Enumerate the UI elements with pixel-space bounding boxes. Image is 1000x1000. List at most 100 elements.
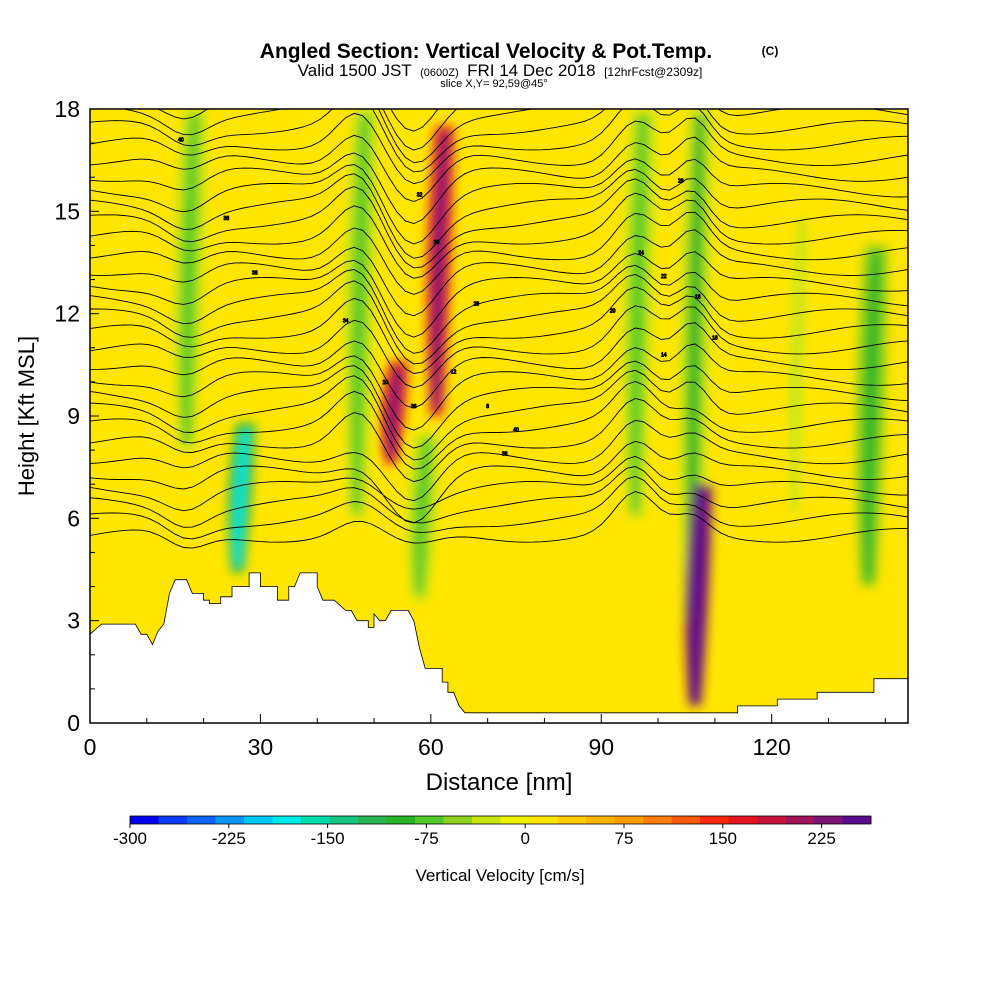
theta-contour (120, 109, 908, 164)
theta-contour-label: 32 (417, 192, 423, 198)
colorbar-swatch (700, 816, 729, 824)
vv-core-7 (686, 115, 706, 615)
vv-core-3 (431, 132, 449, 411)
x-axis: 0 30 60 90 120 (84, 714, 886, 760)
x-tick-label: 120 (752, 734, 790, 760)
theta-contour-label: 14 (661, 353, 667, 359)
colorbar-swatch (472, 816, 501, 824)
y-tick-label: 6 (67, 505, 80, 531)
theta-contour (90, 456, 908, 512)
colorbar-swatch (158, 816, 188, 824)
theta-contour-label: 20 (610, 308, 616, 314)
theta-contour-label: 22 (661, 274, 667, 280)
x-tick-label: 90 (588, 734, 614, 760)
terrain-mask (90, 572, 908, 723)
vv-core-10 (788, 217, 808, 513)
theta-contour (90, 343, 908, 431)
vv-core-8 (690, 490, 707, 700)
theta-contour (90, 109, 908, 185)
theta-contour-label: 36 (252, 271, 258, 277)
theta-contour (90, 398, 908, 483)
vertical-velocity-field (173, 109, 889, 706)
colorbar-frame (129, 815, 872, 825)
theta-contour (90, 274, 908, 365)
x-tick-label: 30 (248, 734, 274, 760)
theta-contour-label: 26 (678, 179, 684, 185)
y-axis: 0 3 6 9 12 15 18 (54, 96, 99, 736)
theta-contour (90, 322, 908, 409)
colorbar-swatch (130, 816, 159, 824)
theta-contour (90, 491, 908, 549)
theta-contour (90, 369, 908, 461)
colorbar-swatch (814, 816, 843, 824)
colorbar-tick-label: 75 (615, 829, 634, 848)
theta-contour (90, 360, 908, 449)
theta-contour-label: 10 (383, 380, 389, 386)
colorbar: -300 -225 -150 -75 0 75 150 225 (113, 815, 872, 848)
theta-contours: 40 38 36 34 32 30 28 26 24 22 20 18 16 14 12 10 8 40 38 36 (90, 109, 908, 549)
theta-contour (90, 136, 908, 224)
colorbar-swatch (728, 816, 758, 824)
theta-contour-label: 38 (224, 216, 230, 222)
theta-contour-label: 8 (486, 404, 489, 410)
theta-contour (90, 286, 908, 374)
theta-contour (90, 419, 908, 502)
colorbar-tick-label: 225 (807, 829, 835, 848)
colorbar-swatch (443, 816, 473, 824)
colorbar-swatch (244, 816, 273, 824)
colorbar-swatch (614, 816, 644, 824)
vv-core-5 (413, 439, 433, 595)
colorbar-tick-label: 150 (709, 829, 737, 848)
chart-title-suffix: (C) (762, 44, 779, 58)
colorbar-swatch (358, 816, 387, 824)
colorbar-swatch (415, 816, 444, 824)
theta-contour (90, 475, 908, 540)
colorbar-swatch (757, 816, 786, 824)
colorbar-tick-label: -75 (414, 829, 439, 848)
colorbar-swatch (557, 816, 587, 824)
theta-contour (90, 440, 908, 524)
theta-contour (90, 229, 908, 317)
theta-contour-label: 28 (473, 301, 479, 307)
theta-contour-label: 30 (434, 240, 440, 246)
colorbar-swatch (215, 816, 245, 824)
x-axis-label: Distance [nm] (426, 769, 573, 796)
y-tick-label: 3 (67, 608, 80, 634)
theta-contour (90, 251, 908, 338)
x-tick-label: 0 (84, 734, 97, 760)
theta-contour-label: 40 (178, 138, 184, 144)
theta-contour (90, 305, 908, 389)
theta-contour (90, 158, 908, 245)
y-tick-label: 18 (54, 96, 80, 122)
x-tick-label: 60 (418, 734, 444, 760)
vv-core-9 (862, 251, 882, 581)
theta-contour (90, 109, 908, 173)
colorbar-tick-label: -300 (113, 829, 147, 848)
theta-contour-label: 18 (695, 295, 701, 301)
theta-contour-label: 36 (411, 404, 417, 410)
vv-core-1 (233, 428, 250, 567)
colorbar-swatch (329, 816, 359, 824)
colorbar-swatch (643, 816, 672, 824)
theta-contour-label: 40 (513, 428, 519, 434)
theta-contour (90, 192, 908, 279)
colorbar-swatch (187, 816, 216, 824)
theta-contour (90, 466, 908, 528)
y-tick-label: 12 (54, 301, 80, 327)
theta-contour-label: 34 (343, 318, 349, 324)
theta-contour (90, 168, 908, 259)
y-tick-label: 15 (54, 198, 80, 224)
colorbar-swatch (529, 816, 558, 824)
y-tick-label: 0 (67, 710, 80, 736)
theta-contour (90, 178, 908, 269)
colorbar-swatch (785, 816, 815, 824)
theta-contour (90, 117, 908, 202)
colorbar-label: Vertical Velocity [cm/s] (415, 866, 584, 885)
colorbar-tick-label: -225 (212, 829, 246, 848)
y-axis-label: Height [Kft MSL] (14, 336, 39, 496)
theta-contour (90, 211, 908, 295)
colorbar-tick-label: 0 (520, 829, 529, 848)
vv-core-4 (386, 367, 404, 458)
theta-contour-label: 12 (451, 370, 457, 376)
